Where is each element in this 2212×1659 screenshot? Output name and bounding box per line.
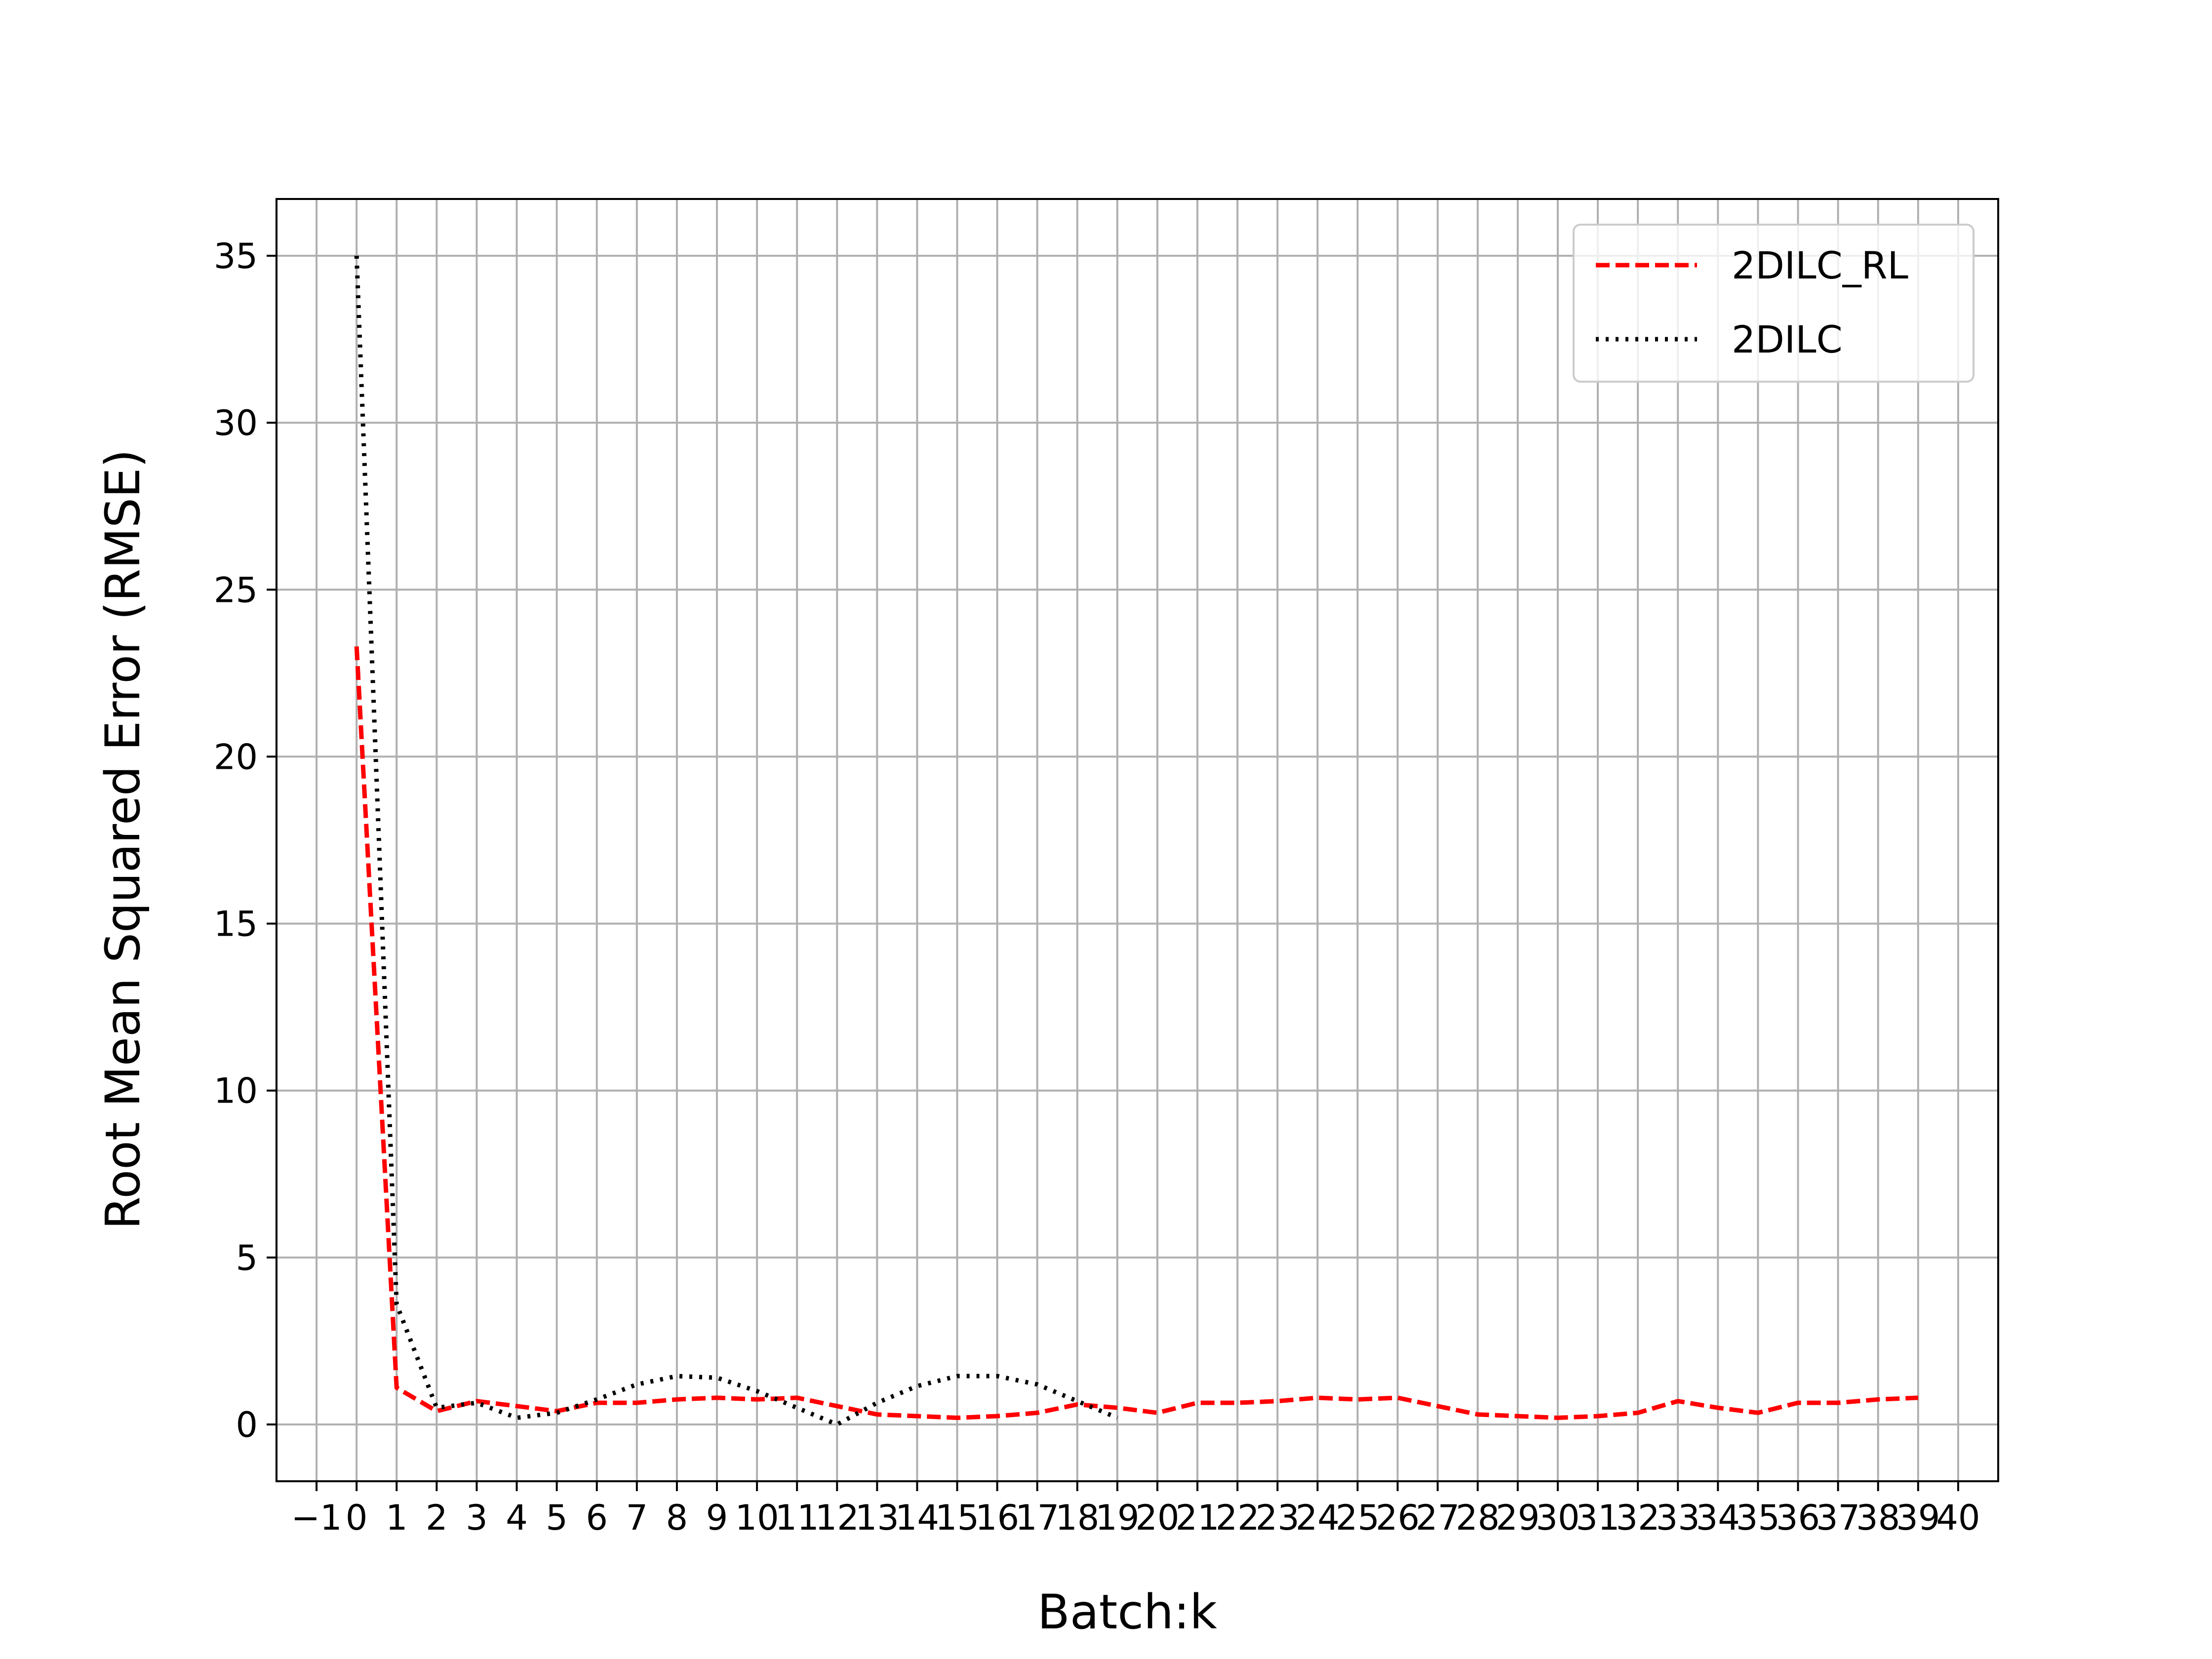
- x-tick-label: 7: [626, 1498, 648, 1538]
- x-tick-label: 36: [1776, 1498, 1820, 1538]
- y-tick-label: 10: [214, 1071, 258, 1111]
- ticks: −1 0 1 2 3 4 5 6 7 8 9 1011121314151617181920212223…: [214, 236, 1980, 1538]
- x-tick-label: 29: [1496, 1498, 1540, 1538]
- x-tick-label: 19: [1095, 1498, 1139, 1538]
- x-tick-label: 9: [706, 1498, 728, 1538]
- x-tick-label: 11: [775, 1498, 819, 1538]
- x-tick-label: 31: [1576, 1498, 1620, 1538]
- x-tick-label: 3: [466, 1498, 488, 1538]
- y-tick-label: 30: [214, 403, 258, 443]
- x-tick-label: 24: [1296, 1498, 1340, 1538]
- x-tick-label: 23: [1256, 1498, 1300, 1538]
- x-tick-label: 37: [1816, 1498, 1860, 1538]
- x-tick-label: 0: [346, 1498, 368, 1538]
- y-tick-label: 20: [214, 737, 258, 777]
- x-tick-label: 16: [975, 1498, 1019, 1538]
- legend-label: 2DILC_RL: [1732, 243, 1908, 287]
- x-tick-label: 1: [386, 1498, 408, 1538]
- x-tick-label: 26: [1376, 1498, 1420, 1538]
- x-tick-label: 22: [1216, 1498, 1260, 1538]
- y-tick-label: 35: [214, 236, 258, 276]
- x-tick-label: 28: [1456, 1498, 1500, 1538]
- legend: 2DILC_RL 2DILC: [1573, 224, 1975, 383]
- x-tick-label: 40: [1936, 1498, 1980, 1538]
- x-tick-label: 33: [1656, 1498, 1700, 1538]
- x-tick-label: 32: [1616, 1498, 1660, 1538]
- legend-label: 2DILC: [1732, 317, 1843, 361]
- x-tick-label: 38: [1856, 1498, 1900, 1538]
- x-tick-label: 20: [1136, 1498, 1180, 1538]
- series-group: [354, 255, 1918, 1427]
- y-tick-label: 15: [214, 904, 258, 945]
- x-tick-label: 4: [506, 1498, 528, 1538]
- plot-frame: [276, 198, 1999, 1482]
- x-tick-label: 14: [895, 1498, 939, 1538]
- x-tick-label: 17: [1015, 1498, 1059, 1538]
- x-tick-label: 6: [586, 1498, 608, 1538]
- x-tick-label: 15: [935, 1498, 979, 1538]
- x-tick-label: 30: [1536, 1498, 1580, 1538]
- y-tick-label: 5: [236, 1238, 258, 1278]
- x-axis-label: Batch:k: [1037, 1584, 1217, 1640]
- x-tick-label: 13: [855, 1498, 899, 1538]
- grid: [276, 199, 1998, 1481]
- x-tick-label: 27: [1416, 1498, 1460, 1538]
- x-tick-label: 21: [1176, 1498, 1220, 1538]
- x-tick-label: 12: [815, 1498, 859, 1538]
- x-tick-label: 25: [1336, 1498, 1380, 1538]
- x-tick-label: −1: [291, 1498, 342, 1538]
- y-axis-label: Root Mean Squared Error (RMSE): [95, 449, 151, 1229]
- x-tick-label: 35: [1736, 1498, 1780, 1538]
- x-tick-label: 39: [1896, 1498, 1940, 1538]
- legend-box: [1573, 224, 1975, 383]
- x-tick-label: 18: [1055, 1498, 1099, 1538]
- y-tick-label: 25: [214, 570, 258, 610]
- series-line-2dilc-rl: [354, 646, 1918, 1420]
- x-tick-label: 8: [666, 1498, 688, 1538]
- x-tick-label: 2: [426, 1498, 448, 1538]
- x-tick-label: 5: [546, 1498, 568, 1538]
- y-tick-label: 0: [236, 1405, 258, 1445]
- x-tick-label: 34: [1696, 1498, 1740, 1538]
- x-tick-label: 10: [735, 1498, 779, 1538]
